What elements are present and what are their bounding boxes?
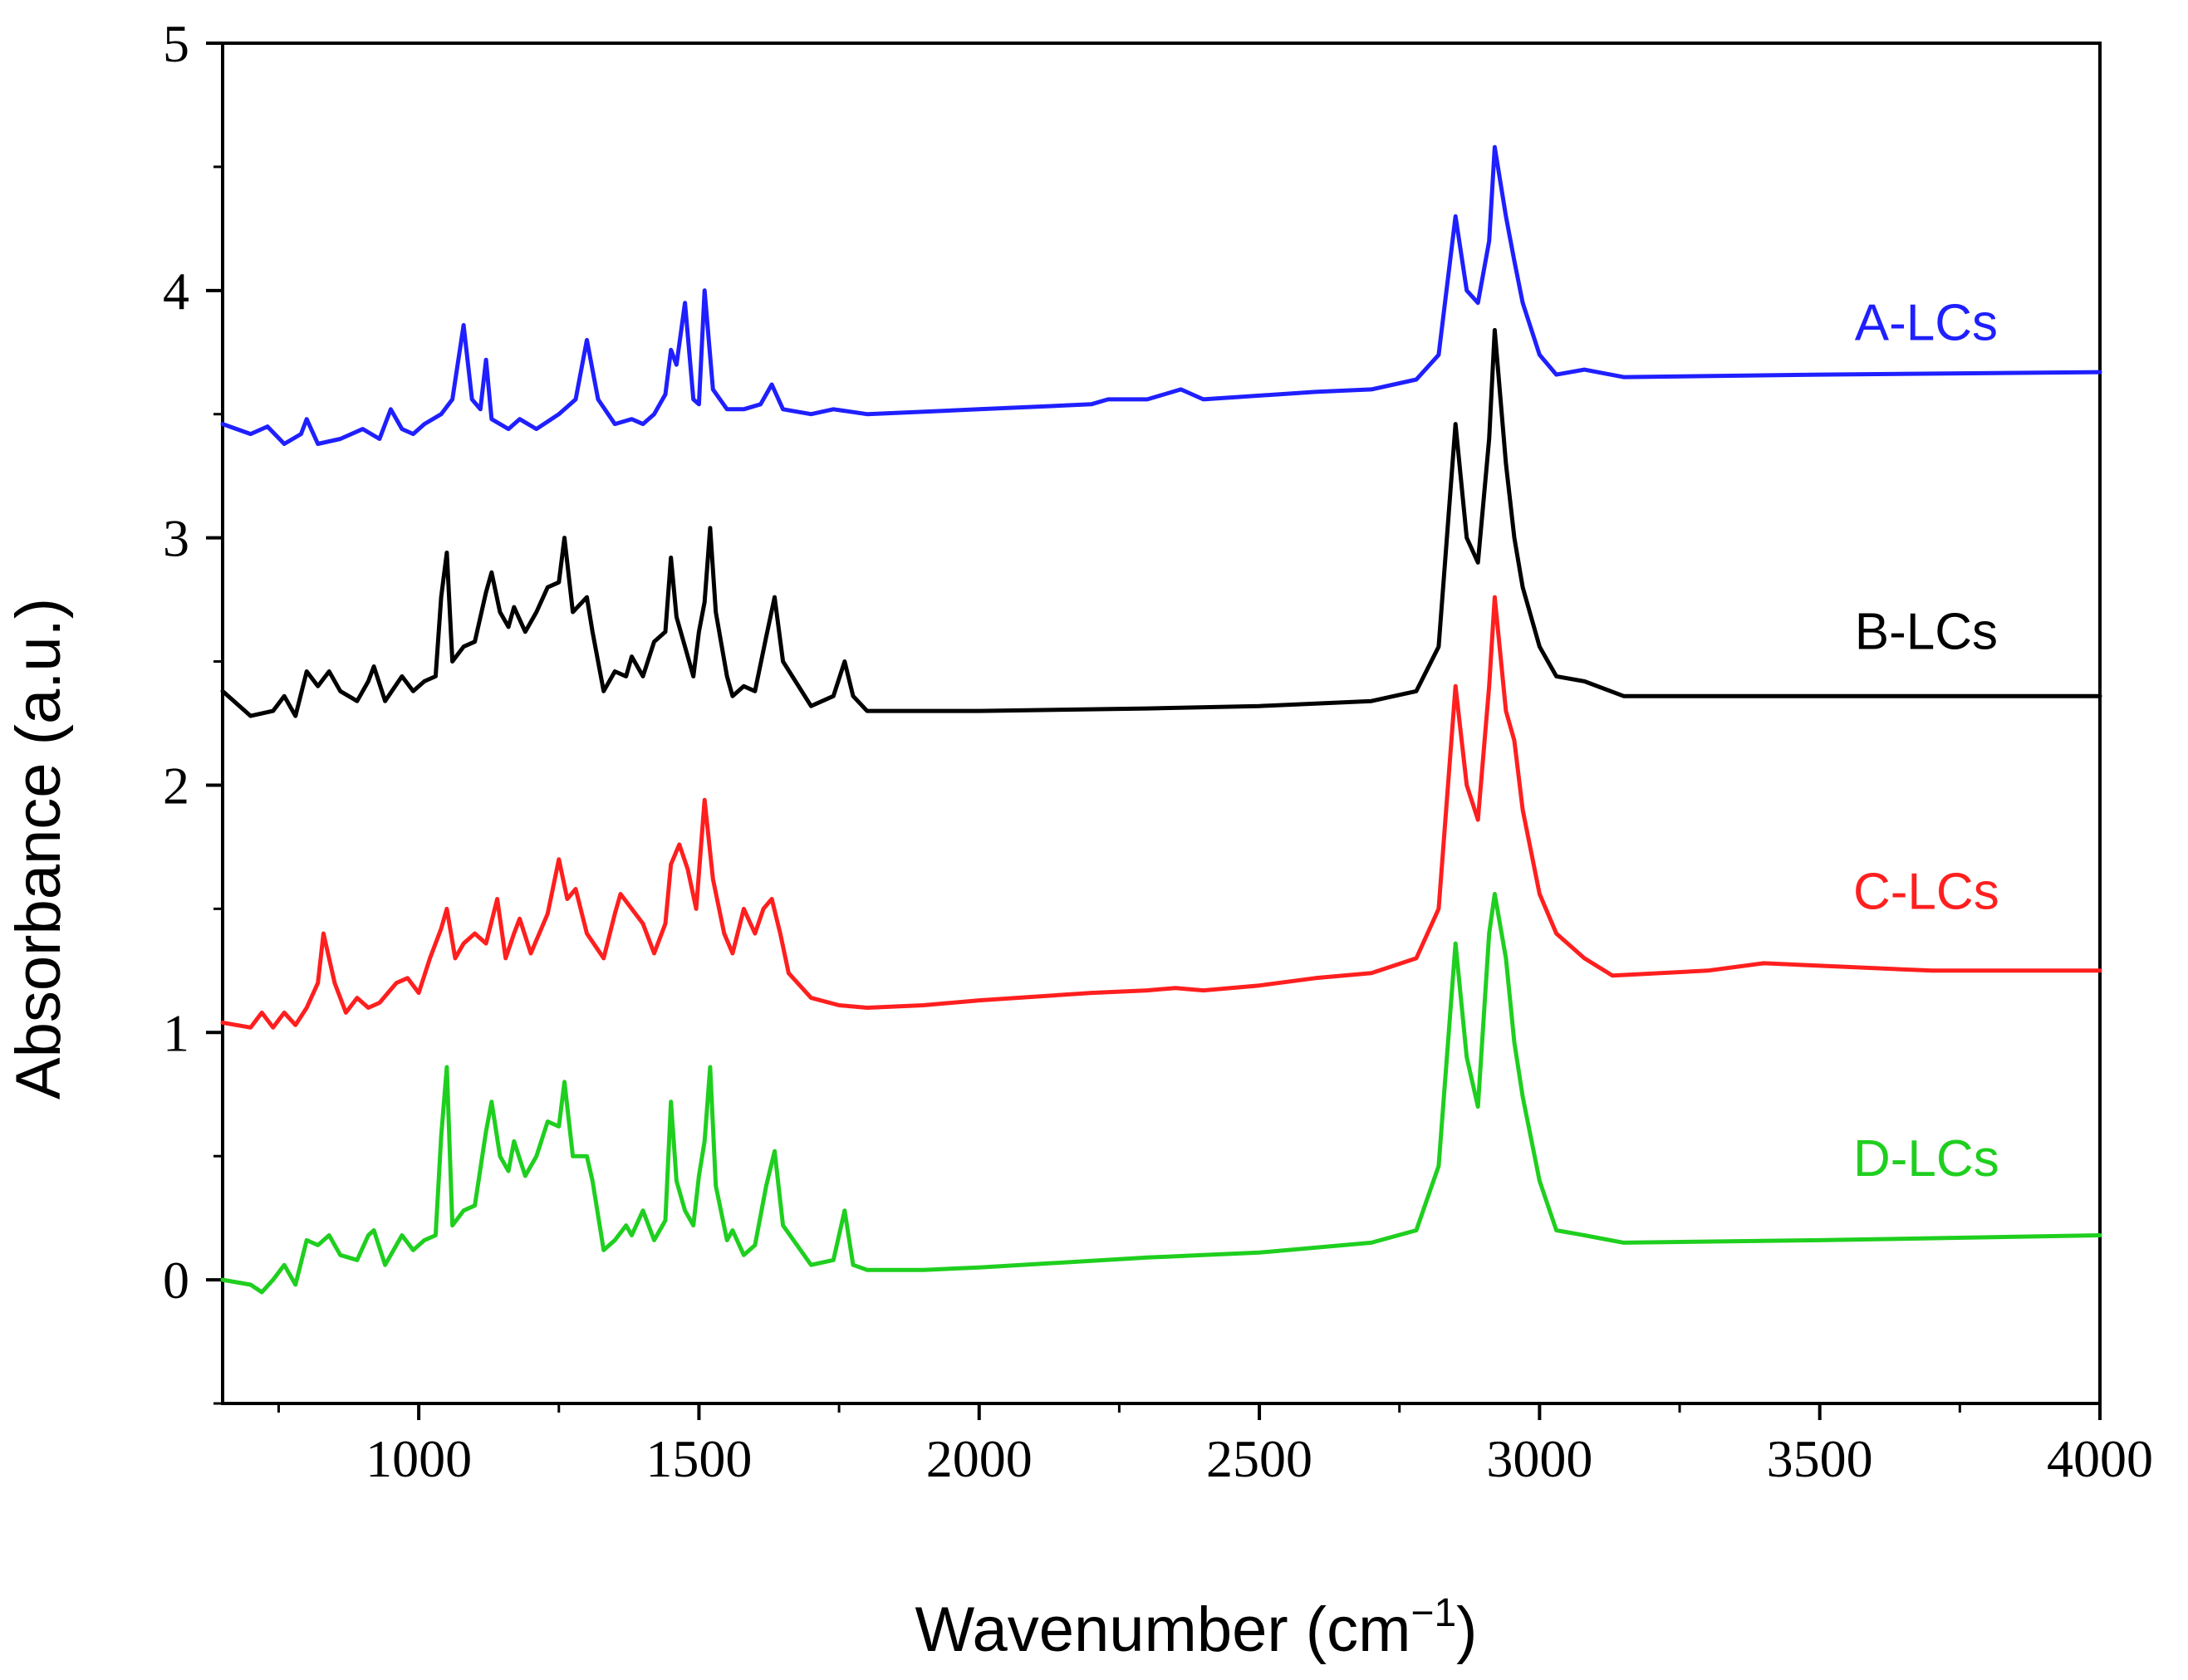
y-tick-label: 5: [163, 14, 189, 73]
x-axis-label-sup: −1: [1410, 1591, 1456, 1635]
x-axis-label: Wavenumber (cm−1): [915, 1591, 1478, 1665]
series-line-d-lcs: [220, 892, 2102, 1295]
y-axis-label: Absorbance (a.u.): [3, 598, 74, 1100]
y-tick-label: 0: [163, 1251, 189, 1310]
x-tick-label: 3500: [1767, 1429, 1873, 1488]
x-tick-label: 2500: [1206, 1429, 1312, 1488]
y-tick-label: 4: [163, 262, 189, 321]
y-tick-label: 2: [163, 756, 189, 815]
series-line-a-lcs: [220, 144, 2102, 446]
x-tick-label: 1000: [365, 1429, 472, 1488]
x-axis-label-main: Wavenumber (cm: [915, 1594, 1411, 1665]
y-tick-label: 3: [163, 509, 189, 568]
x-tick-label: 3000: [1486, 1429, 1592, 1488]
series-line-b-lcs: [220, 328, 2102, 718]
series-label-c-lcs: C-LCs: [1853, 863, 1999, 920]
series-line-c-lcs: [220, 595, 2102, 1030]
x-axis-label-close: ): [1456, 1594, 1477, 1665]
series-label-a-lcs: A-LCs: [1855, 294, 1998, 351]
x-tick-label: 1500: [645, 1429, 752, 1488]
y-tick-label: 1: [163, 1003, 189, 1062]
x-tick-label: 4000: [2047, 1429, 2153, 1488]
x-tick-label: 2000: [926, 1429, 1033, 1488]
series-label-b-lcs: B-LCs: [1855, 604, 1998, 661]
series-label-d-lcs: D-LCs: [1853, 1130, 1999, 1188]
plot-frame: [221, 42, 2102, 1405]
